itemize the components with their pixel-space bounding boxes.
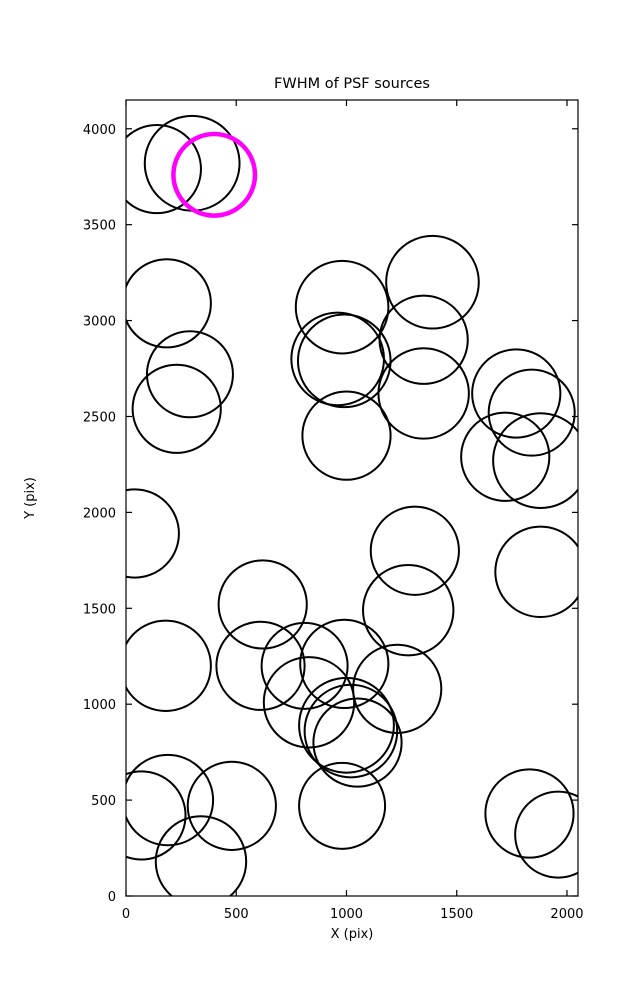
x-tick-label: 2000	[550, 907, 583, 922]
source-circle	[186, 760, 277, 851]
source-circle	[126, 258, 212, 349]
source-circle	[126, 753, 215, 847]
source-circle	[494, 525, 578, 619]
y-tick-label: 2000	[83, 506, 116, 521]
source-circle	[260, 621, 349, 710]
source-circle	[131, 363, 222, 454]
source-circle	[484, 768, 575, 859]
source-circle	[299, 618, 390, 710]
source-circle	[296, 313, 392, 409]
x-tick-label: 0	[122, 907, 130, 922]
source-circle	[126, 123, 202, 215]
source-circle	[460, 411, 551, 502]
y-tick-label: 1500	[83, 602, 116, 617]
source-circle	[312, 697, 403, 788]
source-circle	[303, 683, 399, 779]
y-tick-label: 1000	[83, 698, 116, 713]
source-circle	[471, 348, 562, 439]
source-circle	[126, 619, 212, 713]
source-circle	[298, 676, 395, 774]
source-circle	[377, 347, 470, 440]
source-circle	[215, 620, 306, 711]
source-circle	[126, 770, 187, 861]
source-circle	[487, 368, 576, 457]
source-circle	[154, 815, 248, 896]
source-circle	[369, 505, 460, 596]
source-circles-layer	[126, 114, 578, 896]
chart-title: FWHM of PSF sources	[274, 76, 430, 92]
x-axis-label: X (pix)	[331, 927, 374, 942]
y-tick-label: 2500	[83, 410, 116, 425]
x-tick-label: 1500	[440, 907, 473, 922]
source-circle	[298, 761, 387, 850]
source-circle	[262, 656, 356, 749]
source-circle	[145, 330, 234, 419]
source-circle	[294, 259, 390, 355]
y-axis-label: Y (pix)	[23, 477, 38, 520]
x-tick-label: 1000	[330, 907, 363, 922]
y-tick-label: 0	[108, 890, 116, 905]
axis-ticks-layer: 0 500 1000 1500 2000 0 500 1000 1500 2000 2500 3000…	[83, 100, 584, 922]
y-tick-label: 3000	[83, 315, 116, 330]
highlighted-source-circle	[171, 131, 258, 218]
source-circle	[378, 294, 469, 385]
x-tick-label: 500	[224, 907, 249, 922]
source-circle	[362, 564, 455, 657]
source-circle	[492, 412, 578, 509]
source-circle	[514, 790, 578, 879]
source-circle	[385, 234, 480, 330]
y-tick-label: 3500	[83, 219, 116, 234]
y-tick-label: 4000	[83, 123, 116, 138]
source-circle	[217, 559, 308, 650]
source-circle	[126, 488, 180, 579]
plot-frame	[125, 99, 579, 897]
y-tick-label: 500	[91, 794, 116, 809]
source-circle	[301, 390, 392, 481]
